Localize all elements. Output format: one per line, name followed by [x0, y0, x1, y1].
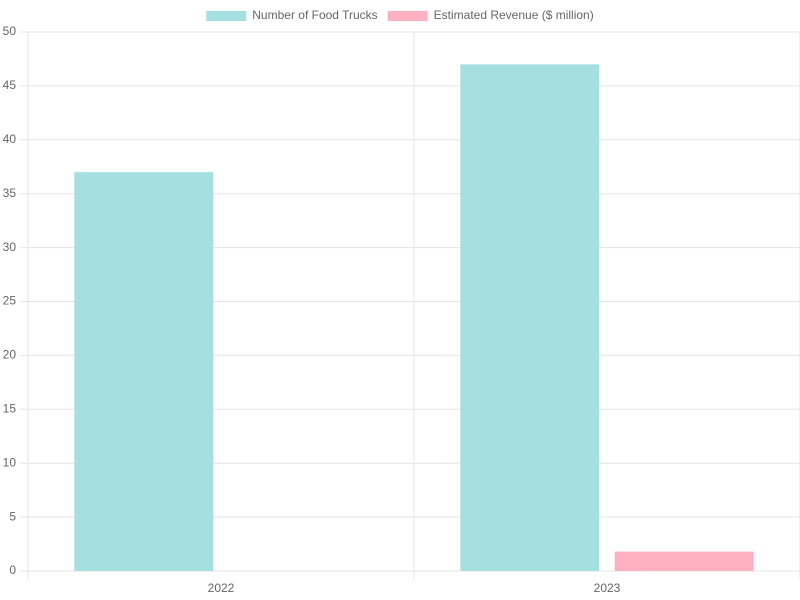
bar: [614, 551, 754, 571]
y-tick-label: 5: [9, 509, 16, 523]
y-tick-label: 35: [3, 186, 17, 200]
y-tick-label: 40: [3, 132, 17, 146]
x-tick-label: 2023: [594, 581, 621, 595]
y-tick-label: 45: [3, 78, 17, 92]
legend-label[interactable]: Number of Food Trucks: [252, 8, 377, 22]
legend-label[interactable]: Estimated Revenue ($ million): [434, 8, 594, 22]
y-tick-label: 0: [9, 563, 16, 577]
y-tick-label: 25: [3, 294, 17, 308]
y-tick-label: 50: [3, 24, 17, 38]
x-tick-label: 2022: [208, 581, 235, 595]
bar: [460, 64, 600, 571]
y-tick-label: 15: [3, 401, 17, 415]
legend-swatch[interactable]: [206, 11, 247, 21]
y-tick-label: 10: [3, 455, 17, 469]
bar: [74, 172, 214, 571]
y-tick-label: 30: [3, 240, 17, 254]
legend-swatch[interactable]: [387, 11, 428, 21]
y-tick-label: 20: [3, 348, 17, 362]
